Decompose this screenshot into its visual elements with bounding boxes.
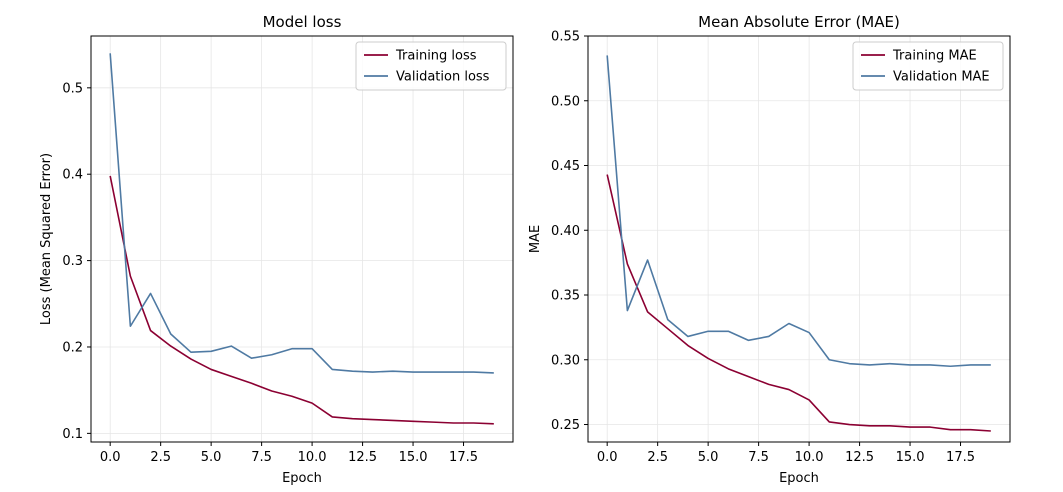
loss-x-tick-label: 0.0 (100, 450, 121, 465)
mae-y-tick-label: 0.40 (551, 224, 580, 239)
mae-y-tick-label: 0.30 (551, 353, 580, 368)
mae-x-tick-label: 2.5 (647, 450, 668, 465)
mae-y-tick-label: 0.50 (551, 94, 580, 109)
loss-x-tick-label: 12.5 (348, 450, 377, 465)
mae-y-tick-label: 0.45 (551, 159, 580, 174)
loss-x-tick-label: 2.5 (150, 450, 171, 465)
mae-legend-entry: Validation MAE (893, 70, 990, 85)
loss-y-tick-label: 0.3 (62, 254, 83, 269)
loss-chart-title: Model loss (263, 13, 342, 31)
loss-legend-entry: Training loss (395, 49, 477, 64)
mae-chart-panel: Mean Absolute Error (MAE) Epoch MAE 0.0 2… (528, 13, 1011, 486)
mae-legend-box (852, 41, 1004, 91)
mae-x-tick-label: 10.0 (795, 450, 824, 465)
mae-chart-title: Mean Absolute Error (MAE) (698, 13, 900, 31)
loss-plot-frame (90, 35, 514, 443)
mae-x-tick-label: 7.5 (748, 450, 769, 465)
loss-series-line-training (109, 175, 494, 425)
mae-y-tick-label: 0.55 (551, 30, 580, 45)
mae-x-tick-label: 5.0 (698, 450, 719, 465)
mae-y-tick-label: 0.35 (551, 289, 580, 304)
mae-grid (588, 35, 1010, 442)
mae-x-axis-label: Epoch (779, 471, 819, 486)
mae-plot-frame (587, 35, 1011, 443)
loss-y-tick-label: 0.4 (62, 168, 83, 183)
loss-legend-box (355, 41, 507, 91)
mae-series-line-validation (606, 55, 991, 368)
loss-chart-panel: Model loss Epoch Loss (Mean Squared Erro… (39, 13, 514, 486)
mae-x-tick-label: 0.0 (597, 450, 618, 465)
mae-y-axis-label: MAE (528, 225, 543, 253)
loss-y-tick-label: 0.5 (62, 81, 83, 96)
mae-y-tick-label: 0.25 (551, 418, 580, 433)
mae-legend-entry: Training MAE (892, 49, 977, 64)
loss-x-tick-label: 17.5 (449, 450, 478, 465)
mae-series-line-training (606, 174, 991, 432)
loss-x-tick-label: 10.0 (298, 450, 327, 465)
loss-x-tick-label: 15.0 (399, 450, 428, 465)
loss-x-tick-label: 7.5 (251, 450, 272, 465)
loss-x-tick-label: 5.0 (201, 450, 222, 465)
loss-x-axis-label: Epoch (282, 471, 322, 486)
mae-x-tick-label: 12.5 (845, 450, 874, 465)
loss-series-line-validation (109, 53, 494, 374)
mae-legend: Training MAE Validation MAE (852, 41, 1004, 91)
loss-y-tick-label: 0.1 (62, 427, 83, 442)
loss-grid (91, 36, 513, 442)
mae-x-tick-label: 17.5 (946, 450, 975, 465)
loss-y-axis-label: Loss (Mean Squared Error) (39, 153, 54, 325)
mae-x-tick-label: 15.0 (896, 450, 925, 465)
loss-legend: Training loss Validation loss (355, 41, 507, 91)
loss-legend-entry: Validation loss (396, 70, 490, 85)
loss-y-tick-label: 0.2 (62, 340, 83, 355)
